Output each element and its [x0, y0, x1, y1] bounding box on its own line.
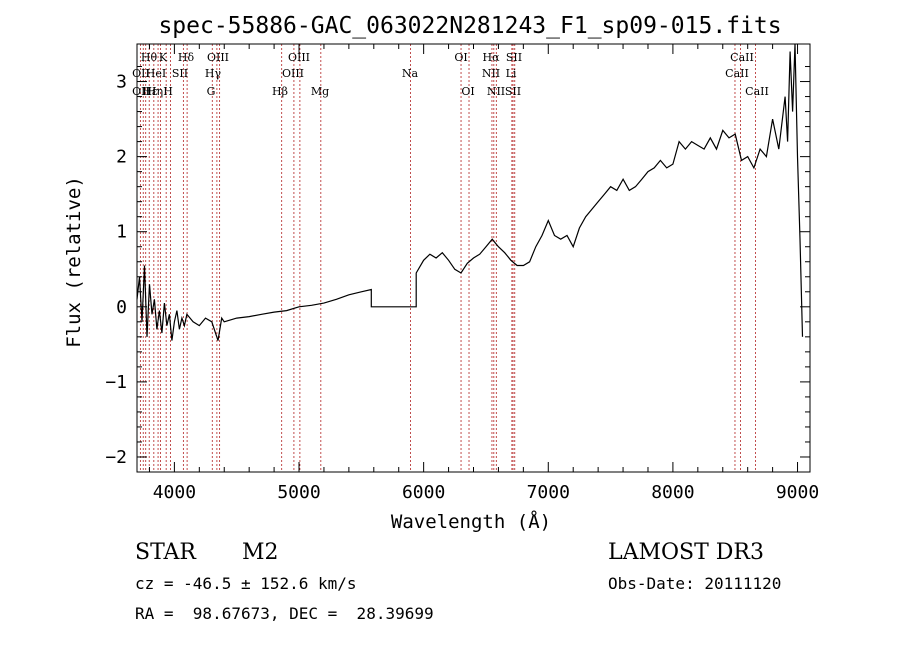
spectral-line-label: NII	[482, 67, 500, 80]
x-axis: 4000 5000 6000 7000 8000 9000	[148, 44, 819, 503]
spectral-line-label: K	[159, 51, 168, 64]
spectrum-chart: spec-55886-GAC_063022N281243_F1_sp09-015…	[63, 13, 819, 533]
sky-coordinates: RA = 98.67673, DEC = 28.39699	[135, 604, 434, 623]
object-class: STAR	[135, 540, 196, 565]
y-axis-label: Flux (relative)	[63, 176, 85, 348]
spectral-line-label: HeI	[146, 67, 166, 80]
spectral-line-label: Hε	[142, 85, 158, 98]
emission-lines-layer	[139, 44, 756, 472]
spectral-line-label: OIII	[288, 51, 310, 64]
spectral-line-label: CaII	[730, 51, 754, 64]
spectral-line-label: Hα	[482, 51, 500, 64]
spectral-line-label: NII	[487, 85, 505, 98]
y-tick-label: −2	[105, 447, 127, 468]
redshift-velocity: cz = -46.5 ± 152.6 km/s	[135, 574, 357, 593]
spectral-line-label: OIII	[282, 67, 304, 80]
x-tick-label: 4000	[153, 482, 196, 503]
spectral-line-label: OI	[454, 51, 467, 64]
spectral-line-label: CaII	[745, 85, 769, 98]
y-tick-label: 0	[116, 297, 127, 318]
y-tick-label: −1	[105, 372, 127, 393]
spectral-line-label: SII	[172, 67, 188, 80]
y-tick-label: 2	[116, 147, 127, 168]
chart-title: spec-55886-GAC_063022N281243_F1_sp09-015…	[158, 13, 781, 39]
spectral-line-label: Hη	[147, 85, 163, 98]
spectral-line-label: Li	[506, 67, 517, 80]
survey-name: LAMOST DR3	[608, 540, 764, 565]
x-tick-label: 7000	[527, 482, 570, 503]
x-tick-label: 8000	[651, 482, 694, 503]
spectral-line-label: CaII	[725, 67, 749, 80]
spectral-line-label: Mg	[311, 85, 329, 98]
spectral-line-label: SII	[506, 51, 522, 64]
spectrum-series-line	[136, 43, 804, 341]
x-tick-label: 9000	[776, 482, 819, 503]
y-tick-label: 3	[116, 72, 127, 93]
spectral-line-label: Hθ	[141, 51, 158, 64]
spectral-line-label: Hγ	[205, 67, 222, 80]
spectral-line-label: OIII	[207, 51, 229, 64]
spectral-line-label: SII	[505, 85, 521, 98]
x-tick-label: 5000	[277, 482, 320, 503]
spectral-line-label: OI	[461, 85, 474, 98]
observation-date: Obs-Date: 20111120	[608, 574, 782, 593]
spectral-line-label: Hβ	[272, 85, 288, 98]
y-axis: −2 −1 0 1 2 3	[105, 66, 810, 468]
x-axis-label: Wavelength (Å)	[391, 510, 551, 533]
spectral-line-label: Na	[402, 67, 419, 80]
y-tick-label: 1	[116, 222, 127, 243]
spectral-line-label: G	[207, 85, 216, 98]
object-subclass: M2	[242, 540, 279, 565]
x-tick-label: 6000	[402, 482, 445, 503]
spectral-line-label: Hδ	[178, 51, 195, 64]
spectral-line-label: H	[163, 85, 173, 98]
